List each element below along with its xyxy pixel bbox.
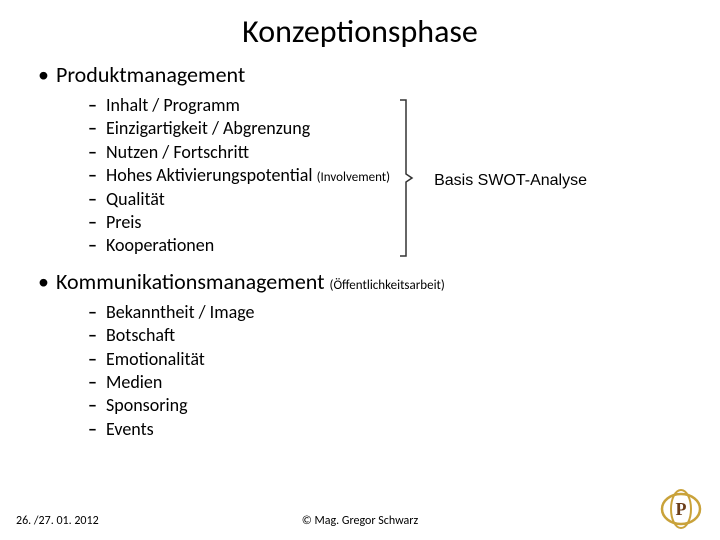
footer-copyright: © Mag. Gregor Schwarz bbox=[302, 514, 418, 528]
list-item: –Medien bbox=[88, 371, 700, 394]
section2-paren: (Öffentlichkeitsarbeit) bbox=[330, 278, 445, 293]
bracket-column bbox=[390, 98, 416, 263]
bullet-level1: • bbox=[38, 61, 56, 88]
section2-label: Kommunikationsmanagement bbox=[56, 268, 325, 295]
list-item: –Inhalt / Programm bbox=[88, 94, 390, 117]
list-item: –Nutzen / Fortschritt bbox=[88, 141, 390, 164]
section2-sublist: –Bekanntheit / Image –Botschaft –Emotion… bbox=[38, 301, 700, 441]
bracket-icon bbox=[398, 98, 416, 258]
list-item: –Events bbox=[88, 418, 700, 441]
list-item: –Preis bbox=[88, 211, 390, 234]
bullet-level1: • bbox=[38, 268, 56, 295]
slide-content: •Produktmanagement –Inhalt / Programm –E… bbox=[0, 61, 720, 441]
section1-label: Produktmanagement bbox=[56, 61, 245, 88]
list-item: –Einzigartigkeit / Abgrenzung bbox=[88, 117, 390, 140]
list-item: –Bekanntheit / Image bbox=[88, 301, 700, 324]
section1-heading: •Produktmanagement bbox=[38, 61, 700, 88]
section1-row: –Inhalt / Programm –Einzigartigkeit / Ab… bbox=[38, 94, 700, 268]
svg-text:P: P bbox=[676, 499, 687, 519]
list-item: –Botschaft bbox=[88, 324, 700, 347]
section1-sublist: –Inhalt / Programm –Einzigartigkeit / Ab… bbox=[38, 94, 390, 258]
footer-date: 26. /27. 01. 2012 bbox=[16, 514, 99, 528]
swot-annotation: Basis SWOT-Analyse bbox=[416, 172, 587, 190]
list-item: –Sponsoring bbox=[88, 394, 700, 417]
logo-icon: P bbox=[660, 488, 702, 530]
list-item: –Kooperationen bbox=[88, 234, 390, 257]
slide-title: Konzeptionsphase bbox=[0, 0, 720, 61]
section2-heading: •Kommunikationsmanagement (Öffentlichkei… bbox=[38, 268, 700, 295]
list-item: –Hohes Aktivierungspotential (Involvemen… bbox=[88, 164, 390, 187]
list-item: –Qualität bbox=[88, 188, 390, 211]
list-item: –Emotionalität bbox=[88, 348, 700, 371]
